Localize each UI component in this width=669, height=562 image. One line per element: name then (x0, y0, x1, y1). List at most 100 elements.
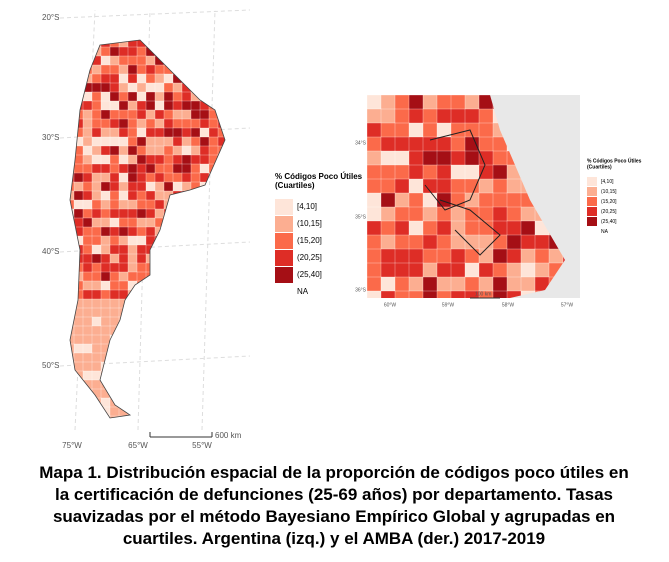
region (492, 276, 508, 292)
region (70, 190, 75, 201)
region (478, 178, 494, 194)
region (109, 127, 120, 138)
region (172, 343, 183, 354)
region (181, 100, 192, 111)
region (127, 244, 138, 255)
region (109, 55, 120, 66)
region (172, 163, 183, 174)
region (136, 46, 147, 57)
region (172, 208, 183, 219)
region (73, 316, 84, 327)
region (227, 146, 236, 155)
region (145, 118, 156, 129)
region (154, 253, 165, 264)
region (172, 289, 183, 300)
region (163, 298, 174, 309)
region (380, 164, 396, 180)
region (506, 262, 522, 278)
region (422, 276, 438, 292)
legend-label: NA (297, 287, 309, 296)
region (190, 226, 201, 237)
region (109, 289, 120, 300)
region (91, 64, 102, 75)
region (136, 253, 147, 264)
region (190, 244, 201, 255)
region (136, 127, 147, 138)
region (145, 262, 156, 273)
region (380, 178, 396, 194)
region (154, 55, 165, 66)
region (91, 190, 102, 201)
region (190, 190, 201, 201)
region (408, 164, 424, 180)
region (227, 38, 236, 47)
legend-swatch (587, 217, 597, 226)
region (154, 82, 165, 93)
region (118, 91, 129, 102)
region (217, 91, 225, 102)
region (506, 178, 522, 194)
region (82, 40, 93, 48)
region (217, 64, 225, 75)
region (73, 64, 84, 75)
region (118, 217, 129, 228)
region (100, 415, 111, 418)
region (181, 109, 192, 120)
region (91, 181, 102, 192)
region (217, 316, 225, 327)
region (450, 108, 466, 124)
region (367, 248, 382, 264)
region (199, 307, 210, 318)
region (154, 226, 165, 237)
region (82, 244, 93, 255)
region (127, 298, 138, 309)
region (422, 150, 438, 166)
region (118, 370, 129, 381)
region (367, 150, 382, 166)
lon-label: 57°W (561, 302, 574, 308)
region (408, 150, 424, 166)
region (367, 220, 382, 236)
region (163, 181, 174, 192)
region (118, 415, 129, 418)
region (520, 276, 536, 292)
region (181, 82, 192, 93)
region (109, 199, 120, 210)
region (118, 199, 129, 210)
region (73, 82, 84, 93)
region (172, 145, 183, 156)
region (181, 217, 192, 228)
region (172, 100, 183, 111)
region (82, 136, 93, 147)
region (408, 206, 424, 222)
legend-swatch (275, 250, 293, 266)
region (82, 208, 93, 219)
region (118, 325, 129, 336)
region (408, 290, 424, 298)
region (118, 307, 129, 318)
region (190, 262, 201, 273)
region (127, 289, 138, 300)
region (109, 244, 120, 255)
region (109, 118, 120, 129)
region (70, 91, 75, 102)
region (82, 361, 93, 372)
region (190, 208, 201, 219)
region (100, 388, 111, 399)
region (394, 164, 410, 180)
region (190, 388, 201, 399)
region (208, 325, 219, 336)
region (181, 190, 192, 201)
region (82, 280, 93, 291)
region (208, 136, 219, 147)
region (436, 248, 452, 264)
region (118, 82, 129, 93)
region (136, 136, 147, 147)
region (172, 352, 183, 363)
region (127, 325, 138, 336)
region (181, 370, 192, 381)
region (82, 406, 93, 417)
region (367, 262, 382, 278)
region (172, 73, 183, 84)
